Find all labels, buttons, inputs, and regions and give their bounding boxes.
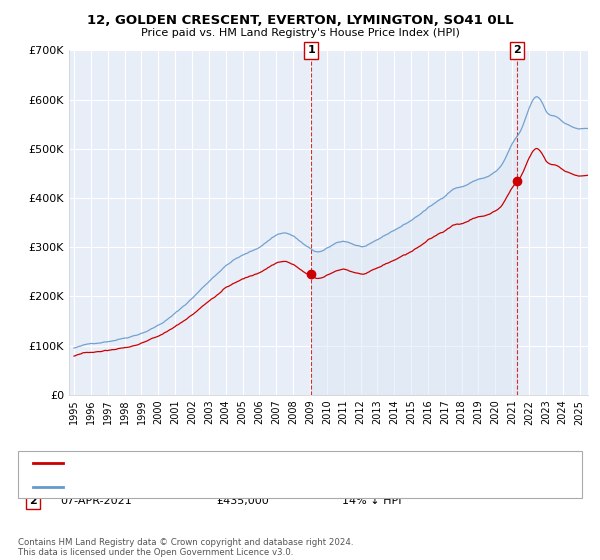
Text: 12, GOLDEN CRESCENT, EVERTON, LYMINGTON, SO41 0LL (detached house): 12, GOLDEN CRESCENT, EVERTON, LYMINGTON,… [69, 458, 465, 468]
Text: 12, GOLDEN CRESCENT, EVERTON, LYMINGTON, SO41 0LL: 12, GOLDEN CRESCENT, EVERTON, LYMINGTON,… [86, 14, 514, 27]
Text: 2: 2 [513, 45, 521, 55]
Text: 14% ↓ HPI: 14% ↓ HPI [342, 496, 401, 506]
Text: 1: 1 [308, 45, 316, 55]
Text: 18% ↓ HPI: 18% ↓ HPI [342, 468, 401, 478]
Text: Contains HM Land Registry data © Crown copyright and database right 2024.
This d: Contains HM Land Registry data © Crown c… [18, 538, 353, 557]
Text: 07-APR-2021: 07-APR-2021 [60, 496, 132, 506]
Text: £245,000: £245,000 [216, 468, 269, 478]
Text: £435,000: £435,000 [216, 496, 269, 506]
Text: 1: 1 [29, 468, 37, 478]
Text: 2: 2 [29, 496, 37, 506]
Text: Price paid vs. HM Land Registry's House Price Index (HPI): Price paid vs. HM Land Registry's House … [140, 28, 460, 38]
Text: 02-FEB-2009: 02-FEB-2009 [60, 468, 131, 478]
Text: HPI: Average price, detached house, New Forest: HPI: Average price, detached house, New … [69, 482, 320, 492]
